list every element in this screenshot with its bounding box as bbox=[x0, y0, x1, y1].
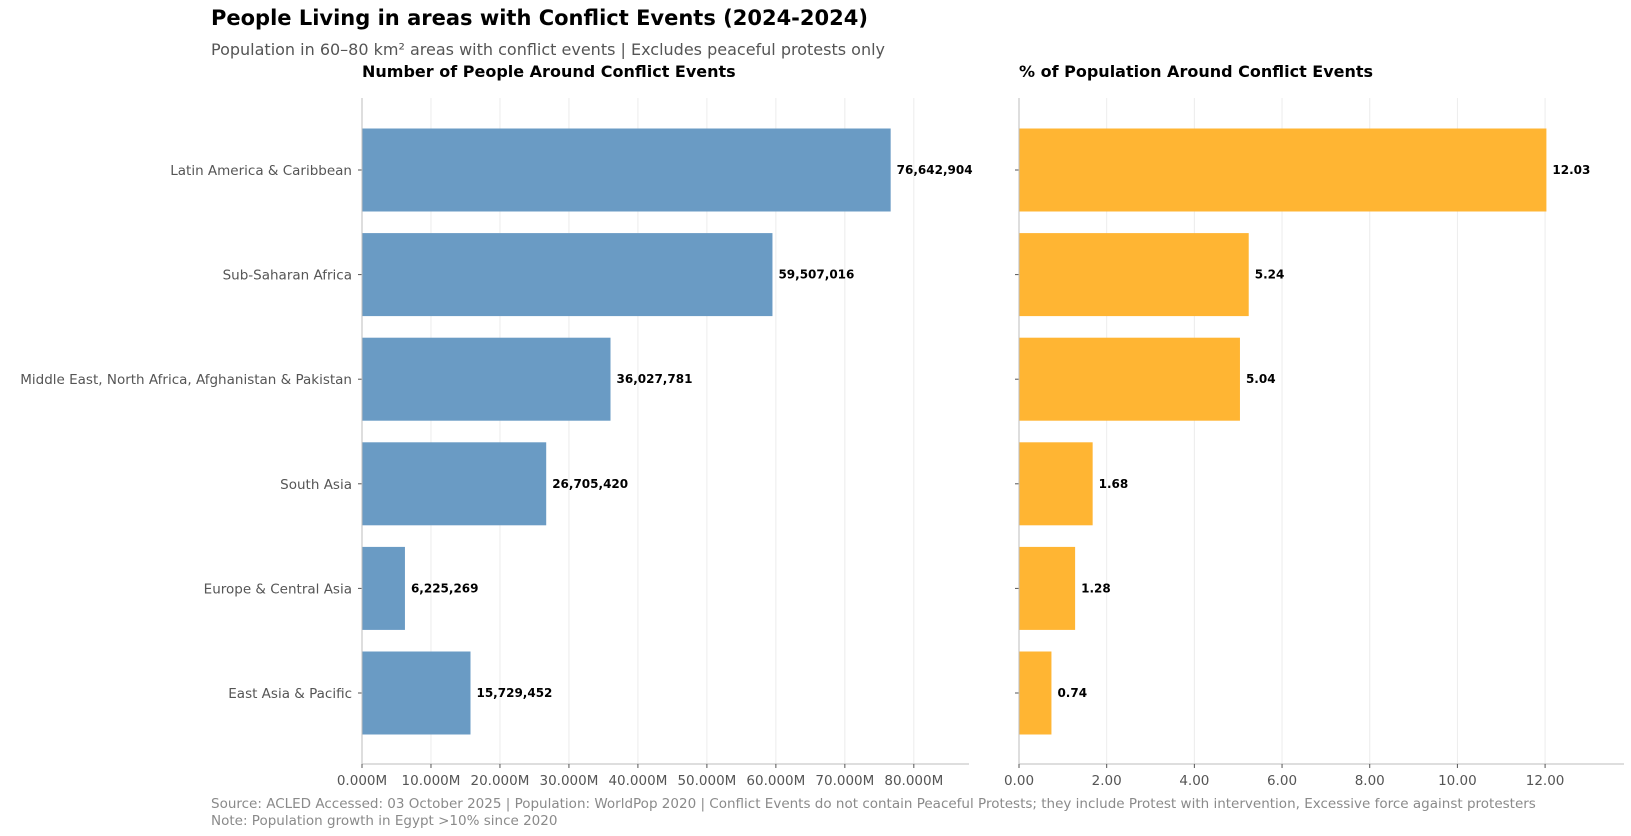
people-xtick-label: 20.000M bbox=[471, 773, 530, 789]
percent-panel-title: % of Population Around Conflict Events bbox=[1019, 62, 1373, 81]
percent-data-label: 5.24 bbox=[1255, 268, 1285, 282]
people-bar bbox=[362, 651, 471, 735]
category-label: Latin America & Caribbean bbox=[170, 163, 352, 179]
percent-data-label: 12.03 bbox=[1552, 163, 1590, 177]
percent-bar bbox=[1019, 546, 1076, 630]
people-xtick-label: 60.000M bbox=[746, 773, 805, 789]
category-label: Middle East, North Africa, Afghanistan &… bbox=[20, 372, 352, 388]
chart-footer: Source: ACLED Accessed: 03 October 2025 … bbox=[211, 796, 1536, 830]
percent-bar bbox=[1019, 651, 1052, 735]
chart-title: People Living in areas with Conflict Eve… bbox=[211, 6, 868, 30]
people-xtick-label: 0.000M bbox=[337, 773, 387, 789]
people-data-label: 26,705,420 bbox=[552, 477, 628, 491]
percent-xtick-label: 8.00 bbox=[1355, 773, 1385, 789]
percent-panel: % of Population Around Conflict Events 12… bbox=[1004, 62, 1624, 789]
percent-data-label: 1.68 bbox=[1099, 477, 1129, 491]
people-xtick-label: 70.000M bbox=[815, 773, 874, 789]
people-bar bbox=[362, 233, 773, 317]
percent-bar bbox=[1019, 128, 1547, 212]
chart-subtitle: Population in 60–80 km² areas with confl… bbox=[211, 40, 885, 59]
category-label: South Asia bbox=[280, 477, 352, 493]
percent-xtick-label: 0.00 bbox=[1004, 773, 1034, 789]
people-bar bbox=[362, 128, 891, 212]
percent-xtick-label: 10.00 bbox=[1438, 773, 1477, 789]
population-note: Note: Population growth in Egypt >10% si… bbox=[211, 813, 558, 829]
percent-xtick-label: 2.00 bbox=[1092, 773, 1122, 789]
people-bar bbox=[362, 337, 611, 421]
people-data-label: 6,225,269 bbox=[411, 581, 479, 595]
people-xtick-label: 10.000M bbox=[402, 773, 461, 789]
percent-data-label: 0.74 bbox=[1057, 686, 1087, 700]
people-panel: Number of People Around Conflict Events 7… bbox=[20, 62, 972, 789]
people-data-label: 76,642,904 bbox=[897, 163, 973, 177]
percent-xtick-label: 12.00 bbox=[1526, 773, 1565, 789]
people-xtick-label: 40.000M bbox=[608, 773, 667, 789]
percent-xtick-label: 4.00 bbox=[1179, 773, 1209, 789]
people-bar bbox=[362, 546, 405, 630]
percent-data-label: 5.04 bbox=[1246, 372, 1276, 386]
category-label: Europe & Central Asia bbox=[204, 581, 352, 597]
percent-xtick-label: 6.00 bbox=[1267, 773, 1297, 789]
people-data-label: 15,729,452 bbox=[476, 686, 552, 700]
percent-data-label: 1.28 bbox=[1081, 581, 1111, 595]
percent-bar bbox=[1019, 337, 1240, 421]
percent-bar bbox=[1019, 233, 1249, 317]
category-label: Sub-Saharan Africa bbox=[223, 268, 352, 284]
people-xtick-label: 30.000M bbox=[539, 773, 598, 789]
percent-bar bbox=[1019, 442, 1093, 526]
people-panel-title: Number of People Around Conflict Events bbox=[362, 62, 736, 81]
people-data-label: 59,507,016 bbox=[778, 268, 854, 282]
people-data-label: 36,027,781 bbox=[617, 372, 693, 386]
people-bar bbox=[362, 442, 547, 526]
people-xtick-label: 50.000M bbox=[677, 773, 736, 789]
people-xtick-label: 80.000M bbox=[884, 773, 943, 789]
category-label: East Asia & Pacific bbox=[228, 686, 352, 702]
source-note: Source: ACLED Accessed: 03 October 2025 … bbox=[211, 796, 1536, 812]
